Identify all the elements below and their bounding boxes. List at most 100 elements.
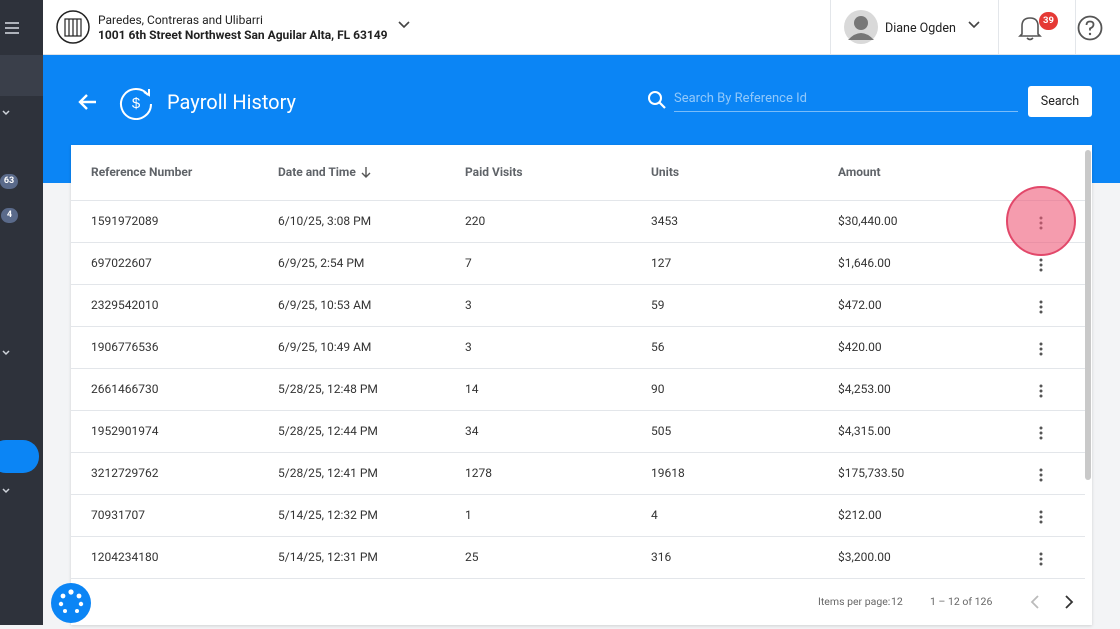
user-avatar[interactable]	[844, 10, 878, 44]
row-divider	[71, 200, 1085, 201]
row-divider	[71, 494, 1085, 495]
table-cell: $3,200.00	[838, 550, 891, 564]
column-header: Date and Time	[278, 165, 356, 179]
table-row[interactable]	[71, 537, 1085, 578]
search-input[interactable]: Search By Reference Id	[674, 91, 1018, 112]
table-cell: 2661466730	[91, 382, 159, 396]
table-row[interactable]	[71, 327, 1085, 368]
table-cell: 5/28/25, 12:41 PM	[278, 466, 378, 480]
row-divider	[71, 578, 1085, 579]
table-row[interactable]	[71, 285, 1085, 326]
table-cell: 6/9/25, 10:49 AM	[278, 340, 372, 354]
table-cell: $4,253.00	[838, 382, 891, 396]
table-cell: $4,315.00	[838, 424, 891, 438]
row-menu[interactable]	[1038, 257, 1044, 272]
table-cell: 316	[651, 550, 672, 564]
table-cell: $472.00	[838, 298, 882, 312]
row-divider	[71, 452, 1085, 453]
table-cell: 1906776536	[91, 340, 159, 354]
user-name[interactable]: Diane Ogden	[885, 21, 956, 36]
top-bar: Paredes, Contreras and Ulibarri 1001 6th…	[43, 0, 1120, 55]
table-cell: 5/28/25, 12:48 PM	[278, 382, 378, 396]
back-arrow[interactable]	[77, 92, 99, 112]
help-widget[interactable]	[50, 582, 93, 625]
row-menu[interactable]	[1038, 509, 1044, 524]
search-icon	[648, 91, 666, 109]
company-address: 1001 6th Street Northwest San Aguilar Al…	[98, 28, 388, 42]
table-cell: 220	[465, 214, 486, 228]
sort-arrow[interactable]	[360, 165, 372, 179]
table-cell: $30,440.00	[838, 214, 898, 228]
table-cell: 4	[651, 508, 658, 522]
table-cell: 2329542010	[91, 298, 159, 312]
notification-bell[interactable]	[1017, 14, 1043, 42]
table-cell: 59	[651, 298, 665, 312]
table-cell: 25	[465, 550, 479, 564]
column-header: Reference Number	[91, 165, 193, 179]
table-cell: 14	[465, 382, 479, 396]
table-cell: 6/10/25, 3:08 PM	[278, 214, 372, 228]
table-cell: 1204234180	[91, 550, 159, 564]
table-row[interactable]	[71, 411, 1085, 452]
column-header: Units	[651, 165, 680, 179]
table-row[interactable]	[71, 453, 1085, 494]
row-divider	[71, 368, 1085, 369]
row-menu[interactable]	[1038, 383, 1044, 398]
table-cell: $1,646.00	[838, 256, 891, 270]
sidebar-badge: 63	[0, 174, 18, 189]
svg-text:$: $	[132, 95, 141, 112]
row-divider	[71, 326, 1085, 327]
table-cell: 19618	[651, 466, 685, 480]
table-card	[71, 145, 1092, 625]
row-menu[interactable]	[1038, 425, 1044, 440]
items-per-page-label: Items per page:	[818, 595, 891, 608]
row-divider	[71, 284, 1085, 285]
table-cell: 70931707	[91, 508, 145, 522]
row-menu[interactable]	[1038, 551, 1044, 566]
items-per-page[interactable]: 12	[891, 595, 903, 608]
table-row[interactable]	[71, 201, 1085, 242]
table-cell: 1952901974	[91, 424, 159, 438]
click-highlight	[1006, 186, 1076, 256]
table-cell: 3	[465, 298, 472, 312]
table-cell: 6/9/25, 10:53 AM	[278, 298, 372, 312]
table-cell: 5/28/25, 12:44 PM	[278, 424, 378, 438]
table-cell: $175,733.50	[838, 466, 905, 480]
sidebar: 63 4	[0, 0, 43, 625]
table-row[interactable]	[71, 369, 1085, 410]
row-menu[interactable]	[1038, 341, 1044, 356]
scrollbar[interactable]	[1085, 150, 1091, 480]
table-cell: 1278	[465, 466, 492, 480]
table-row[interactable]	[71, 243, 1085, 284]
company-logo[interactable]	[56, 10, 90, 44]
help-icon[interactable]	[1076, 14, 1104, 42]
dropdown-chevron[interactable]	[397, 20, 411, 30]
table-cell: $212.00	[838, 508, 882, 522]
table-cell: 1591972089	[91, 214, 159, 228]
table-cell: 697022607	[91, 256, 152, 270]
table-cell: 34	[465, 424, 479, 438]
table-cell: 3453	[651, 214, 678, 228]
company-name: Paredes, Contreras and Ulibarri	[98, 13, 263, 27]
table-cell: 3	[465, 340, 472, 354]
page-range: 1 – 12 of 126	[930, 595, 993, 608]
search-button[interactable]: Search	[1028, 86, 1092, 117]
pager-arrows[interactable]	[1027, 593, 1077, 611]
table-cell: 1	[465, 508, 472, 522]
page-title: Payroll History	[167, 90, 297, 114]
row-menu[interactable]	[1038, 467, 1044, 482]
table-cell: 3212729762	[91, 466, 159, 480]
user-chevron[interactable]	[967, 20, 981, 30]
table-row[interactable]	[71, 495, 1085, 536]
notification-count: 39	[1039, 12, 1058, 30]
sidebar-icons	[0, 22, 43, 494]
payroll-icon: $	[120, 88, 152, 120]
table-cell: 56	[651, 340, 665, 354]
table-cell: 7	[465, 256, 472, 270]
row-menu[interactable]	[1038, 299, 1044, 314]
table-cell: 5/14/25, 12:31 PM	[278, 550, 378, 564]
table-cell: $420.00	[838, 340, 882, 354]
column-header: Amount	[838, 165, 881, 179]
table-cell: 90	[651, 382, 665, 396]
